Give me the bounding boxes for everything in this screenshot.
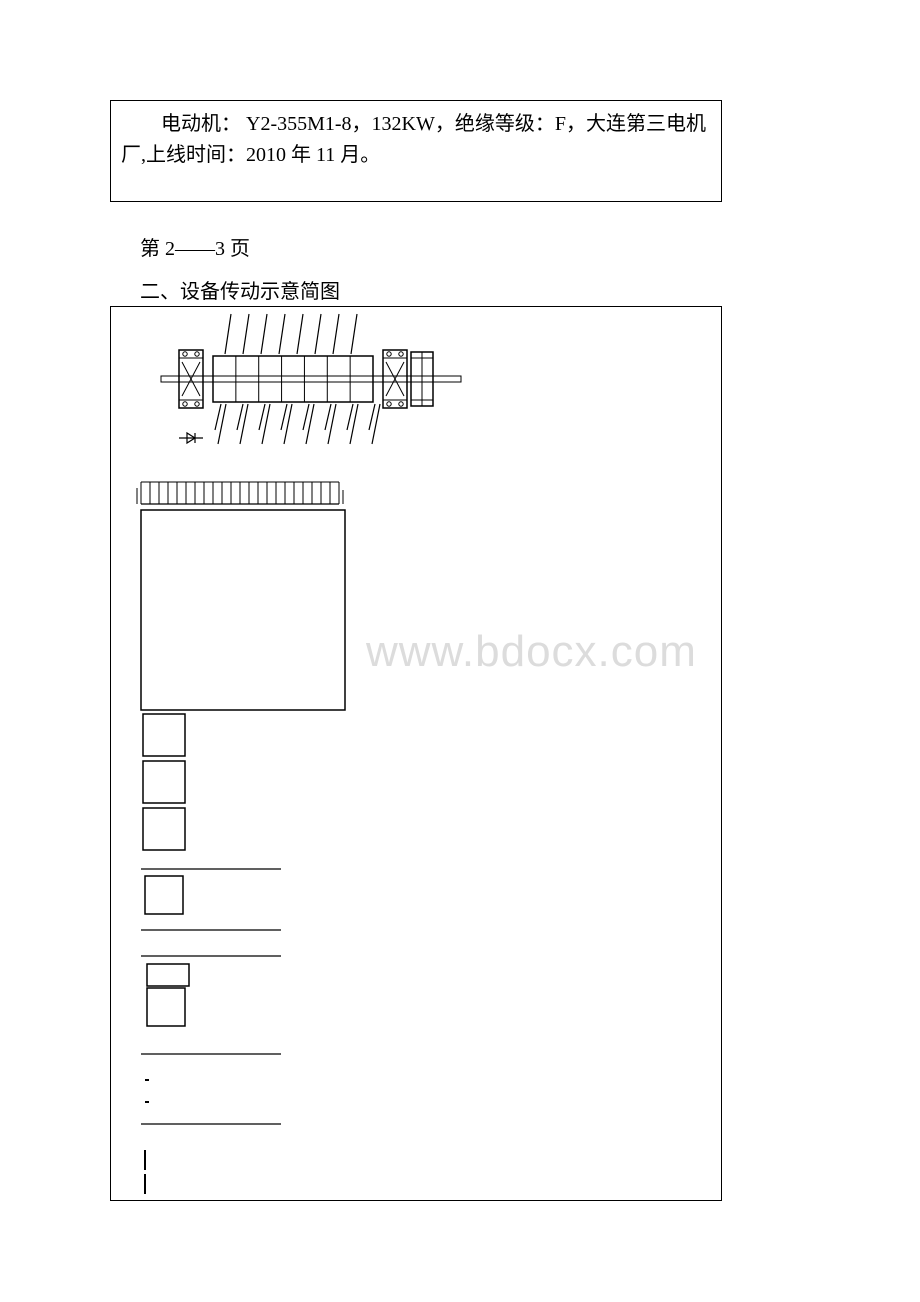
- page-indicator: 第 2——3 页: [140, 232, 820, 261]
- diagram-box: www.bdocx.com: [110, 306, 722, 1201]
- section-heading: 二、设备传动示意简图: [140, 275, 820, 304]
- motor-spec-text: 电动机： Y2-355M1-8，132KW，绝缘等级：F，大连第三电机厂,上线时…: [121, 109, 711, 171]
- motor-spec-box: 电动机： Y2-355M1-8，132KW，绝缘等级：F，大连第三电机厂,上线时…: [110, 100, 722, 202]
- document-page: 电动机： Y2-355M1-8，132KW，绝缘等级：F，大连第三电机厂,上线时…: [0, 0, 920, 1302]
- transmission-diagram: [121, 312, 711, 1201]
